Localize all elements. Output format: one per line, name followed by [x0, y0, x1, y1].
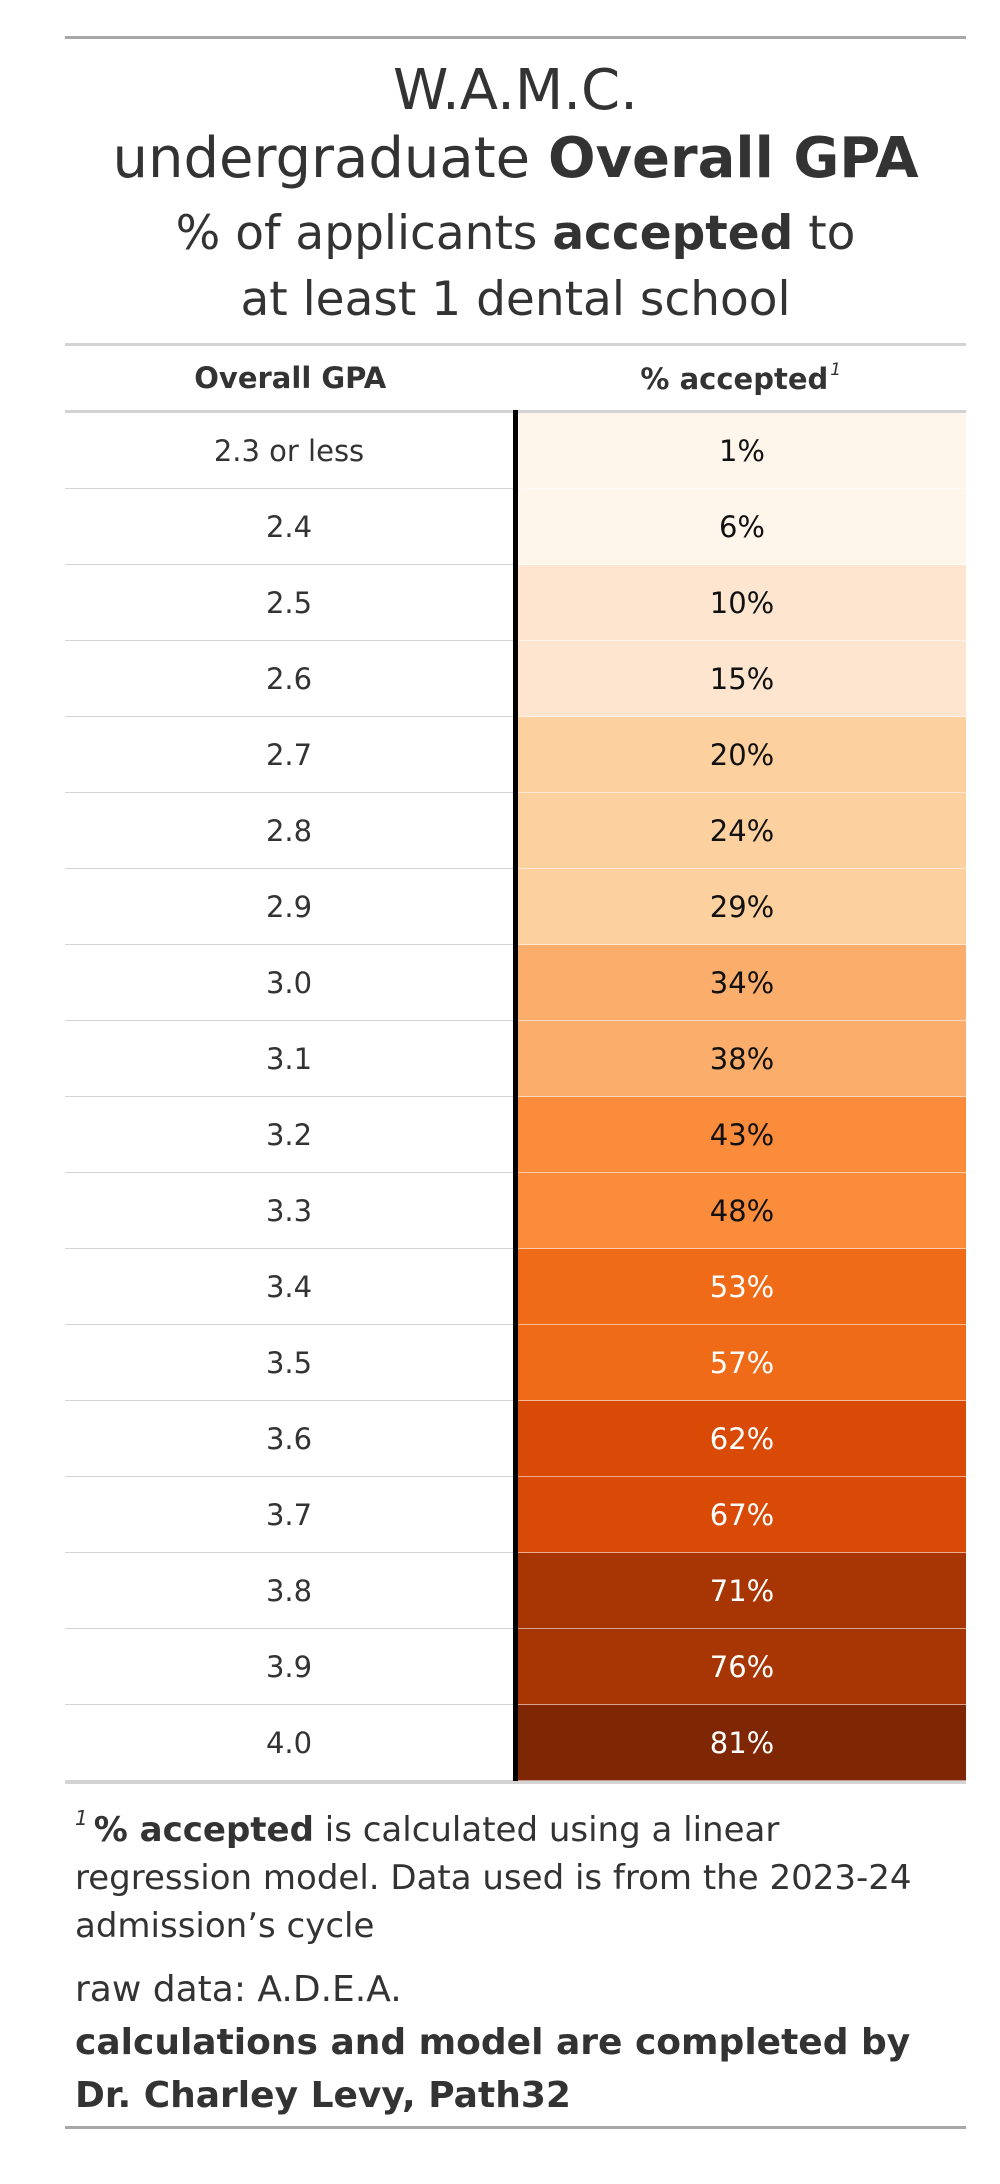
- accepted-cell: 34%: [515, 944, 966, 1021]
- gpa-cell: 4.0: [65, 1704, 518, 1781]
- table-body: 2.3 or less 1% 2.4 6% 2.5 10% 2.6 15% 2.7 20% 2.8 2…: [65, 411, 966, 1781]
- gpa-cell: 3.0: [65, 944, 518, 1021]
- accepted-cell: 62%: [515, 1400, 966, 1477]
- table-row: 2.4 6%: [65, 488, 966, 565]
- title-prefix: undergraduate: [112, 126, 548, 191]
- column-header-gpa-label: Overall GPA: [194, 361, 387, 395]
- subtitle-prefix: % of applicants: [175, 206, 553, 261]
- table-row: 3.0 34%: [65, 944, 966, 1021]
- accepted-cell: 20%: [515, 716, 966, 793]
- accepted-cell: 10%: [515, 564, 966, 641]
- table-row: 2.7 20%: [65, 716, 966, 793]
- table-header-row: Overall GPA % accepted 1: [65, 346, 966, 413]
- credit-note: calculations and model are completed by …: [65, 2016, 966, 2122]
- credit-line-2: Dr. Charley Levy, Path32: [75, 2075, 571, 2116]
- accepted-cell: 53%: [515, 1248, 966, 1325]
- header-rule: [65, 343, 966, 346]
- gpa-cell: 2.7: [65, 716, 518, 793]
- accepted-cell: 43%: [515, 1096, 966, 1173]
- accepted-cell: 48%: [515, 1172, 966, 1249]
- chart-subtitle: % of applicants accepted to at least 1 d…: [65, 201, 966, 333]
- table-bottom-rule: [65, 1781, 966, 1784]
- accepted-cell: 1%: [515, 411, 966, 489]
- table-row: 2.5 10%: [65, 564, 966, 641]
- table-row: 3.5 57%: [65, 1324, 966, 1401]
- column-footnote-mark: 1: [830, 360, 842, 380]
- table-row: 3.9 76%: [65, 1628, 966, 1705]
- footnote-bold: % accepted: [93, 1810, 314, 1850]
- gpa-cell: 3.5: [65, 1324, 518, 1401]
- footnote-mark: 1: [75, 1806, 88, 1830]
- accepted-cell: 67%: [515, 1476, 966, 1553]
- gpa-acceptance-table-figure: W.A.M.C. undergraduate Overall GPA % of …: [65, 36, 966, 2129]
- gpa-cell: 3.9: [65, 1628, 518, 1705]
- table-row: 3.2 43%: [65, 1096, 966, 1173]
- subtitle-line-2: at least 1 dental school: [240, 272, 791, 327]
- title-bold: Overall GPA: [547, 126, 919, 191]
- gpa-cell: 3.6: [65, 1400, 518, 1477]
- table-row: 4.0 81%: [65, 1704, 966, 1781]
- table-row: 2.3 or less 1%: [65, 411, 966, 489]
- accepted-cell: 6%: [515, 488, 966, 565]
- accepted-cell: 29%: [515, 868, 966, 945]
- column-header-accepted-label: % accepted: [640, 362, 829, 396]
- accepted-cell: 76%: [515, 1628, 966, 1705]
- subtitle-suffix: to: [793, 206, 856, 261]
- footnote-text: is calculated using a linear regression …: [75, 1810, 912, 1946]
- accepted-cell: 57%: [515, 1324, 966, 1401]
- gpa-cell: 2.9: [65, 868, 518, 945]
- subtitle-line-1: % of applicants accepted to: [65, 201, 966, 267]
- credit-line-1: calculations and model are completed by: [75, 2022, 911, 2063]
- accepted-cell: 15%: [515, 640, 966, 717]
- table-row: 2.9 29%: [65, 868, 966, 945]
- table-row: 2.6 15%: [65, 640, 966, 717]
- table-row: 3.7 67%: [65, 1476, 966, 1553]
- footnote: 1% accepted is calculated using a linear…: [65, 1794, 966, 1950]
- gpa-cell: 3.3: [65, 1172, 518, 1249]
- gpa-cell: 2.4: [65, 488, 518, 565]
- table-row: 3.6 62%: [65, 1400, 966, 1477]
- accepted-cell: 38%: [515, 1020, 966, 1097]
- table-row: 3.8 71%: [65, 1552, 966, 1629]
- gpa-cell: 3.7: [65, 1476, 518, 1553]
- gpa-cell: 2.3 or less: [65, 411, 518, 489]
- subtitle-bold: accepted: [552, 206, 794, 261]
- gpa-cell: 3.8: [65, 1552, 518, 1629]
- gpa-cell: 3.2: [65, 1096, 518, 1173]
- top-rule: [65, 36, 966, 39]
- table-row: 3.3 48%: [65, 1172, 966, 1249]
- gpa-cell: 2.5: [65, 564, 518, 641]
- accepted-cell: 81%: [515, 1704, 966, 1781]
- source-note: raw data: A.D.E.A.: [75, 1969, 402, 2010]
- bottom-rule: [65, 2126, 966, 2129]
- table-row: 2.8 24%: [65, 792, 966, 869]
- gpa-cell: 2.6: [65, 640, 518, 717]
- chart-title: W.A.M.C. undergraduate Overall GPA: [65, 57, 966, 193]
- title-line-1: W.A.M.C.: [393, 58, 638, 123]
- column-header-gpa: Overall GPA: [65, 346, 516, 413]
- accepted-cell: 71%: [515, 1552, 966, 1629]
- table-row: 3.1 38%: [65, 1020, 966, 1097]
- title-line-2: undergraduate Overall GPA: [65, 125, 966, 193]
- accepted-cell: 24%: [515, 792, 966, 869]
- table-row: 3.4 53%: [65, 1248, 966, 1325]
- acceptance-table: Overall GPA % accepted 1 2.3 or less 1% 2.4…: [65, 346, 966, 1781]
- column-header-accepted: % accepted 1: [515, 346, 966, 413]
- gpa-cell: 3.1: [65, 1020, 518, 1097]
- gpa-cell: 2.8: [65, 792, 518, 869]
- gpa-cell: 3.4: [65, 1248, 518, 1325]
